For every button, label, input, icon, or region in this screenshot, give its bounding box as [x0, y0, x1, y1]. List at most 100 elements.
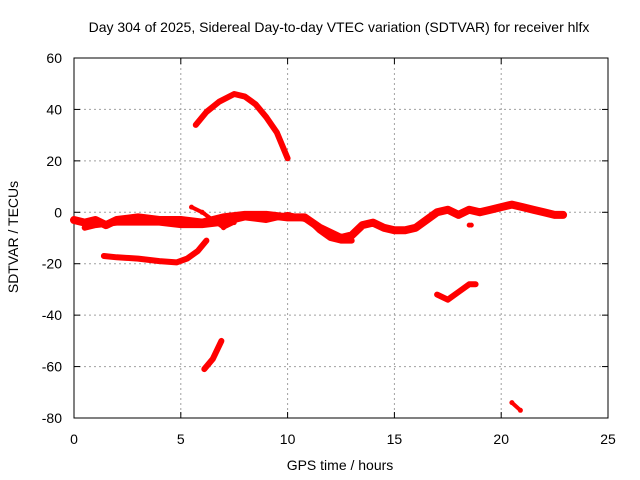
data-point	[445, 297, 451, 303]
data-point	[263, 114, 269, 120]
data-point	[210, 217, 216, 223]
data-point	[216, 99, 222, 105]
series-steep-segment	[201, 337, 225, 373]
data-point	[456, 289, 461, 295]
x-tick-label: 20	[493, 431, 509, 447]
data-point	[231, 220, 237, 226]
x-tick-label: 10	[280, 431, 296, 447]
data-point	[381, 225, 387, 231]
y-tick-label: 40	[46, 101, 62, 117]
data-point	[274, 130, 280, 136]
data-point	[517, 407, 523, 413]
data-point	[82, 220, 88, 226]
data-point	[285, 155, 291, 161]
y-tick-label: -40	[42, 307, 62, 323]
data-point	[434, 209, 440, 215]
grid-lines	[74, 58, 608, 418]
data-point	[135, 220, 141, 226]
data-point	[231, 91, 237, 97]
data-point	[285, 212, 291, 218]
data-point	[413, 225, 419, 231]
data-point	[370, 220, 376, 226]
y-tick-label: -80	[42, 410, 62, 426]
x-tick-label: 0	[70, 431, 78, 447]
y-axis-label: SDTVAR / TECUs	[5, 181, 21, 293]
data-point	[199, 209, 205, 215]
data-point	[135, 214, 141, 220]
data-point	[193, 122, 199, 128]
data-point	[184, 256, 190, 262]
data-point	[114, 220, 120, 226]
data-point	[498, 204, 504, 210]
x-tick-label: 5	[177, 431, 185, 447]
data-point	[477, 209, 483, 215]
y-tick-label: 20	[46, 153, 62, 169]
y-tick-label: 0	[54, 204, 62, 220]
data-point	[178, 222, 184, 228]
data-point	[221, 214, 226, 220]
data-point	[552, 212, 558, 218]
data-point	[218, 338, 224, 344]
data-point	[488, 207, 493, 213]
data-point	[156, 258, 162, 264]
x-axis-ticks: 0 5 10 15 20 25	[70, 58, 616, 447]
data-point	[456, 212, 461, 218]
data-point	[327, 235, 333, 241]
data-point	[541, 209, 547, 215]
data-point	[242, 214, 248, 220]
data-point	[135, 256, 141, 262]
data-point	[92, 217, 98, 223]
plot-frame	[73, 57, 609, 419]
data-point	[189, 204, 194, 210]
data-point	[210, 356, 216, 362]
y-tick-label: -60	[42, 359, 62, 375]
data-point	[221, 225, 226, 231]
x-tick-label: 25	[600, 431, 616, 447]
data-point	[82, 225, 88, 231]
data-point	[221, 220, 226, 226]
data-point	[101, 253, 107, 259]
data-point	[178, 217, 184, 223]
data-point	[423, 217, 429, 223]
y-tick-label: 60	[46, 50, 62, 66]
data-point	[203, 109, 209, 115]
series-high-arc	[192, 91, 291, 162]
data-point	[114, 254, 120, 260]
data-point	[263, 217, 269, 223]
data-point	[174, 259, 179, 265]
data-point	[468, 222, 474, 228]
data-point	[338, 238, 344, 244]
data-point	[263, 212, 269, 218]
data-point	[242, 94, 248, 100]
data-point	[402, 227, 408, 233]
x-tick-label: 15	[387, 431, 403, 447]
data-point	[466, 207, 472, 213]
data-point	[359, 222, 365, 228]
data-point	[92, 222, 98, 228]
data-point	[473, 281, 479, 287]
data-point	[349, 238, 355, 244]
data-point	[71, 217, 77, 223]
data-point	[509, 202, 515, 208]
data-point	[195, 248, 201, 254]
data-point	[445, 207, 451, 213]
x-axis-label: GPS time / hours	[287, 457, 394, 473]
data-point	[253, 101, 259, 107]
data-point	[560, 212, 566, 218]
data-point	[466, 281, 472, 287]
data-point	[391, 227, 397, 233]
data-point	[349, 232, 355, 238]
data-point	[520, 204, 526, 210]
series-morning-curve	[100, 237, 210, 266]
series-group	[70, 91, 568, 413]
data-point	[317, 227, 323, 233]
series-lower-band	[81, 211, 355, 244]
data-point	[203, 238, 209, 244]
data-point	[530, 207, 536, 213]
y-tick-label: -20	[42, 256, 62, 272]
data-point	[434, 292, 440, 298]
data-point	[156, 220, 162, 226]
data-point	[509, 400, 515, 406]
data-point	[306, 217, 312, 223]
